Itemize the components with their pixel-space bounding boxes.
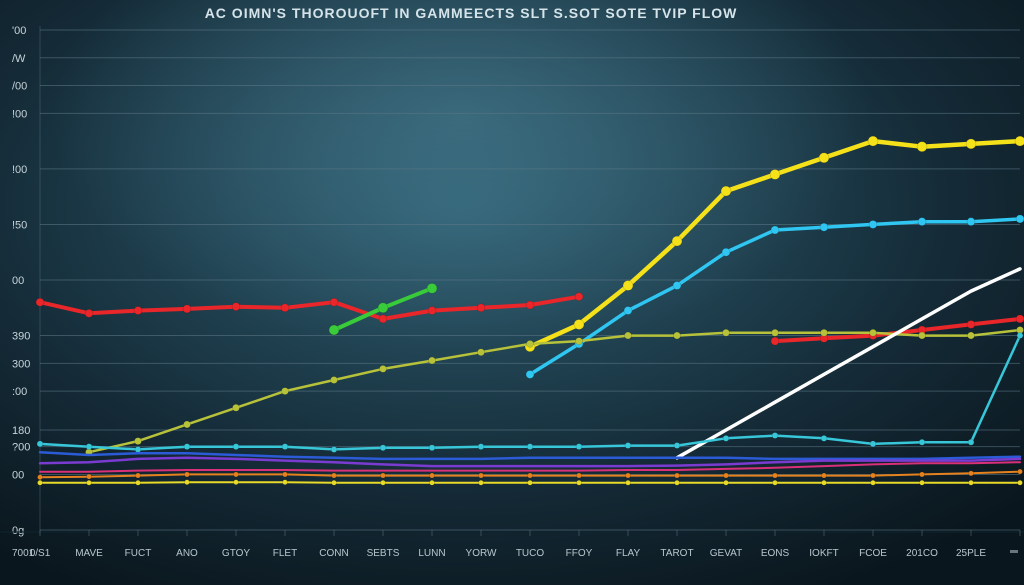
y-tick-label: '00 [12, 25, 26, 37]
y-tick-label: 00 [12, 275, 24, 287]
x-tick-label: 25PLE [956, 548, 986, 559]
x-tick-label: ANO [176, 548, 198, 559]
x-tick-label: FFOY [566, 548, 593, 559]
x-tick-label: SEBTS [367, 548, 400, 559]
x-tick-label: YORW [466, 548, 497, 559]
y-tick-label: ?00 [12, 442, 30, 454]
x-tick-label: FCOE [859, 548, 887, 559]
line-chart: 0g00?00180:0030039000!50!00!00/00/W'00AC… [0, 0, 1024, 585]
x-tick-label: EONS [761, 548, 790, 559]
x-tick-label: TUCO [516, 548, 545, 559]
x-tick-label: 201CO [906, 548, 938, 559]
y-tick-label: !00 [12, 164, 27, 176]
x-axis-origin-label: 7001 [12, 548, 35, 559]
x-tick-label: FLET [273, 548, 297, 559]
y-tick-label: /00 [12, 81, 27, 93]
y-tick-label: :00 [12, 386, 27, 398]
y-tick-label: /W [12, 53, 26, 65]
y-tick-label: 300 [12, 358, 30, 370]
y-tick-label: 390 [12, 331, 30, 343]
x-tick-label: GTOY [222, 548, 250, 559]
x-tick-label: IOKFT [809, 548, 838, 559]
chart-svg: 0g00?00180:0030039000!50!00!00/00/W'00AC… [0, 0, 1024, 585]
x-tick-label: FUCT [125, 548, 152, 559]
x-tick-label: TAROT [660, 548, 693, 559]
x-tick-label: CONN [319, 548, 348, 559]
chart-title: AC OIMN'S THOROUOFT IN GAMMEECTS SLT S.S… [205, 5, 738, 21]
x-tick-label: FLAY [616, 548, 641, 559]
y-tick-label: 00 [12, 469, 24, 481]
x-tick-label: MAVE [75, 548, 103, 559]
x-tick-label: GEVAT [710, 548, 742, 559]
y-tick-label: !00 [12, 108, 27, 120]
y-tick-label: !50 [12, 219, 27, 231]
y-tick-label: 180 [12, 425, 30, 437]
x-tick-label: LUNN [418, 548, 445, 559]
